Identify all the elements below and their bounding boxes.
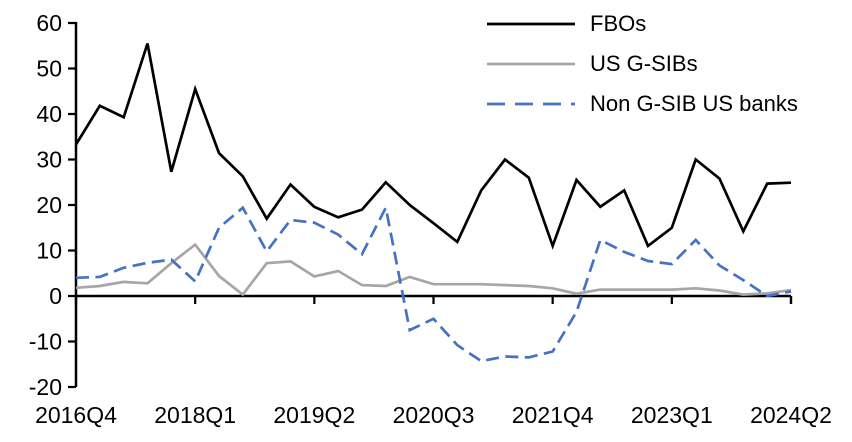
non-gsib-us-banks-line-swatch-icon	[487, 102, 575, 106]
series-line-non-g-sib-us-banks	[75, 203, 792, 363]
y-axis-tick-label: -10	[29, 329, 62, 355]
y-axis-tick-label: 40	[36, 101, 62, 127]
y-axis-tick-label: 60	[36, 10, 62, 36]
fbos-line-swatch-icon	[487, 22, 575, 26]
legend: FBOs US G-SIBs Non G-SIB US banks	[487, 4, 798, 124]
x-axis-tick-label: 2019Q2	[273, 402, 355, 428]
legend-item-fbos: FBOs	[487, 4, 798, 44]
x-axis-tick-label: 2020Q3	[393, 402, 475, 428]
x-axis-tick-label: 2018Q1	[154, 402, 236, 428]
x-axis-tick-label: 2023Q1	[631, 402, 713, 428]
x-axis-tick-label: 2021Q4	[512, 402, 594, 428]
legend-item-us-gsibs: US G-SIBs	[487, 44, 798, 84]
legend-label-us-gsibs: US G-SIBs	[590, 51, 698, 76]
x-axis-tick-label: 2024Q2	[750, 402, 832, 428]
y-axis-tick-label: 30	[36, 147, 62, 173]
series-line-fbos	[74, 43, 792, 250]
legend-label-fbos: FBOs	[590, 11, 647, 36]
series-line-us-g-sibs	[75, 242, 792, 297]
us-gsibs-line-swatch-icon	[487, 62, 575, 66]
legend-label-non-gsib-us-banks: Non G-SIB US banks	[590, 91, 798, 116]
y-axis-tick-label: 20	[36, 192, 62, 218]
x-axis-tick-label: 2016Q4	[35, 402, 117, 428]
legend-item-non-gsib-us-banks: Non G-SIB US banks	[487, 84, 798, 124]
y-axis-tick-label: 10	[36, 238, 62, 264]
y-axis-tick-label: 50	[36, 56, 62, 82]
y-axis-tick-label: -20	[29, 374, 62, 400]
series-lines	[74, 43, 792, 363]
y-axis-tick-label: 0	[49, 283, 62, 309]
